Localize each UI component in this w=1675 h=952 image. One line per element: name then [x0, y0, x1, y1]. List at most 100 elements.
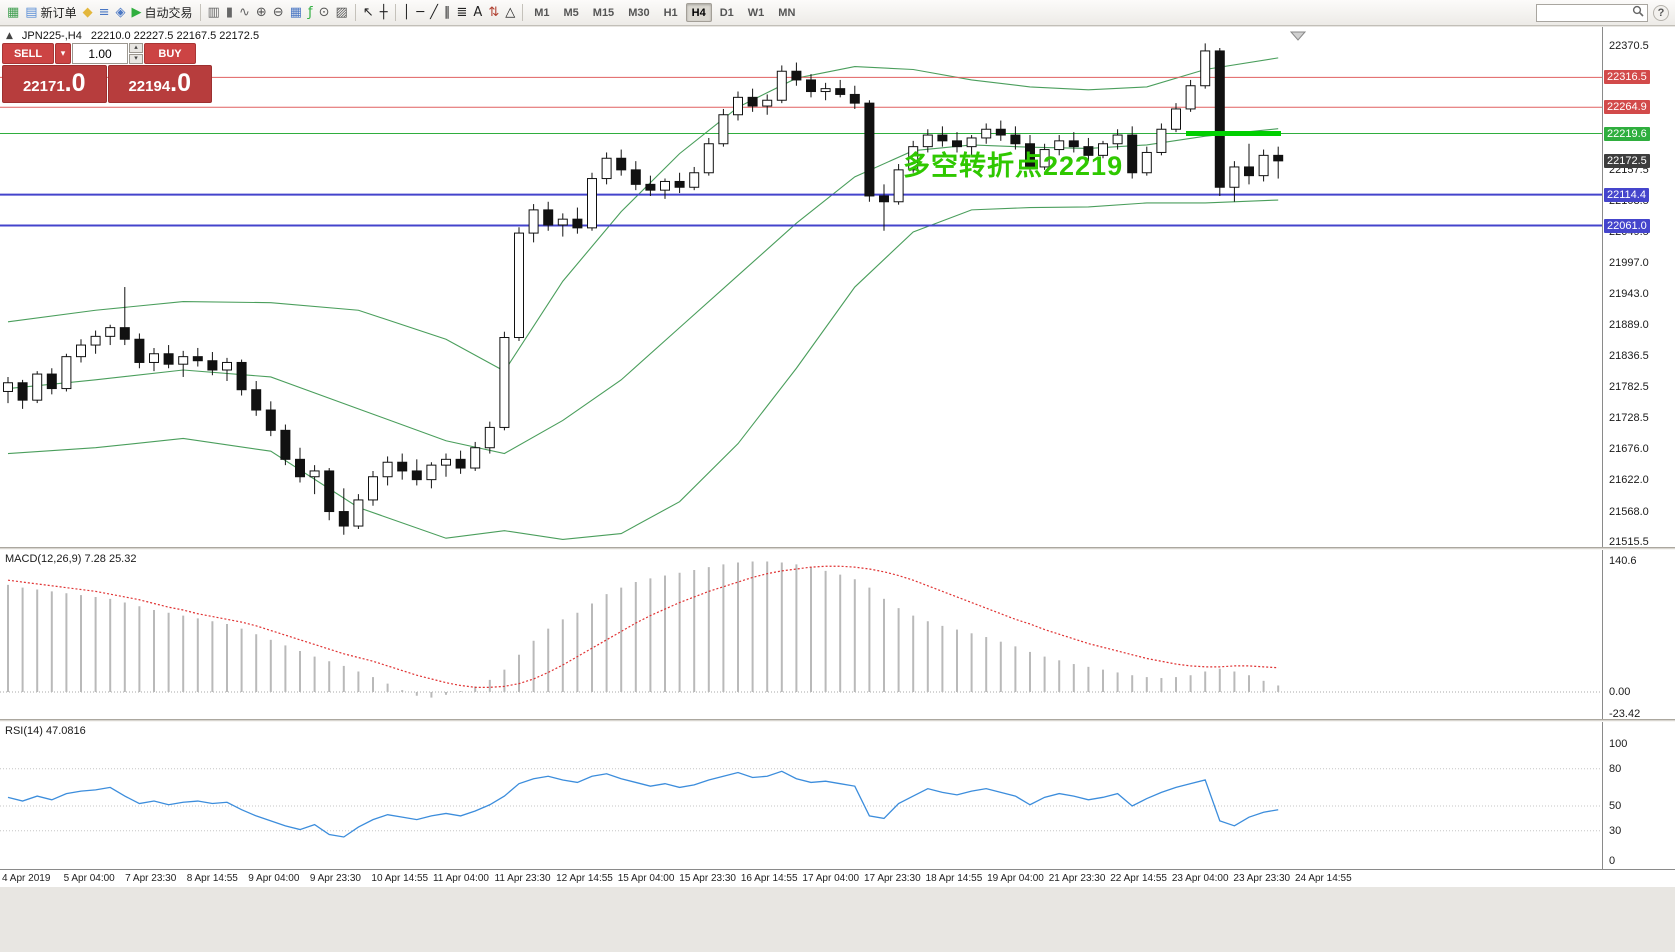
vertical-line-button[interactable]: │ — [400, 3, 414, 23]
text-button[interactable]: A — [470, 3, 485, 23]
zoom-in-icon: ⊕ — [255, 5, 267, 20]
macd-axis-label: 0.00 — [1609, 686, 1631, 698]
line-chart-icon: ∿ — [238, 5, 250, 20]
sell-price-main: 22171 — [22, 78, 65, 95]
text-icon: A — [473, 5, 483, 20]
new-order-button[interactable]: ▤ 新订单 — [22, 3, 79, 23]
indicators-button[interactable]: ƒ — [305, 3, 316, 23]
vertical-line-icon: │ — [402, 5, 411, 20]
fibonacci-button[interactable]: ≣ — [454, 3, 471, 23]
timeframe-m1[interactable]: M1 — [534, 6, 550, 19]
chart-profiles-icon: ◆ — [82, 5, 93, 20]
rsi-axis[interactable]: 100 80 50 30 0 — [1602, 722, 1675, 869]
arrows-button[interactable]: ⇅ — [485, 3, 502, 23]
templates-button[interactable]: ▨ — [332, 3, 350, 23]
buy-button[interactable]: BUY — [144, 43, 196, 64]
order-dropdown-icon[interactable]: ▾ — [55, 43, 71, 64]
horizontal-line-button[interactable]: ─ — [413, 3, 427, 23]
panel-separator[interactable] — [0, 719, 1675, 722]
volume-down-icon[interactable]: ▾ — [129, 54, 143, 64]
cursor-button[interactable]: ↖ — [360, 3, 377, 23]
time-axis-label: 12 Apr 14:55 — [556, 873, 613, 884]
panel-separator[interactable] — [0, 547, 1675, 550]
volume-input[interactable] — [72, 43, 128, 64]
timeframe-m15[interactable]: M15 — [592, 6, 615, 19]
rsi-axis-label: 30 — [1609, 824, 1622, 837]
chart-symbol-period: JPN225-,H4 — [21, 30, 82, 42]
macd-axis-label: 140.6 — [1609, 555, 1637, 567]
time-axis-label: 15 Apr 04:00 — [617, 873, 675, 884]
timeframe-h1[interactable]: H1 — [663, 6, 678, 19]
sell-button[interactable]: SELL — [2, 43, 54, 64]
bar-chart-button[interactable]: ▥ — [205, 3, 223, 23]
channel-button[interactable]: ∥ — [441, 3, 454, 23]
main-chart-canvas[interactable] — [0, 27, 1602, 547]
rsi-canvas[interactable] — [0, 722, 1602, 869]
candlestick-chart-icon: ▮ — [225, 5, 233, 20]
candlestick-chart-button[interactable]: ▮ — [223, 3, 236, 23]
macd-canvas[interactable] — [0, 550, 1602, 719]
macd-axis[interactable]: 140.6 0.00 -23.42 — [1602, 550, 1675, 720]
toolbar-separator — [522, 4, 524, 21]
timeframe-mn[interactable]: MN — [778, 6, 796, 19]
crosshair-button[interactable]: ┼ — [377, 3, 391, 23]
timeframe-h4[interactable]: H4 — [685, 3, 712, 22]
time-axis-label: 9 Apr 04:00 — [248, 873, 300, 884]
autotrading-button-label: 自动交易 — [144, 6, 193, 20]
periods-button[interactable]: ⊙ — [316, 3, 333, 23]
chart-info: ▲ JPN225-,H4 22210.0 22227.5 22167.5 221… — [6, 30, 259, 42]
price-axis-label: 21889.0 — [1609, 319, 1649, 332]
price-level-tag: 22061.0 — [1604, 218, 1650, 233]
sell-price-button[interactable]: 22171 .0 — [2, 65, 107, 103]
price-axis[interactable]: 22370.522157.522103.522049.521997.021943… — [1602, 27, 1675, 548]
navigator-icon: ◈ — [115, 5, 126, 20]
time-axis-label: 11 Apr 23:30 — [494, 873, 551, 884]
shapes-icon: △ — [505, 5, 516, 20]
price-axis-label: 21676.0 — [1609, 442, 1649, 455]
arrows-icon: ⇅ — [488, 5, 500, 20]
time-axis-label: 16 Apr 14:55 — [740, 873, 798, 884]
timeframe-w1[interactable]: W1 — [747, 6, 765, 19]
shapes-button[interactable]: △ — [502, 3, 518, 23]
autotrading-button[interactable]: ▶ 自动交易 — [129, 3, 196, 23]
indicators-icon: ƒ — [308, 5, 313, 20]
search-icon[interactable] — [1632, 4, 1644, 22]
symbol-search-input[interactable] — [1540, 6, 1632, 19]
navigator-button[interactable]: ◈ — [113, 3, 129, 23]
zoom-out-button[interactable]: ⊖ — [270, 3, 287, 23]
zoom-in-button[interactable]: ⊕ — [253, 3, 270, 23]
rsi-axis-label: 100 — [1609, 738, 1628, 750]
rsi-name: RSI(14) — [5, 725, 43, 737]
line-chart-button[interactable]: ∿ — [236, 3, 253, 23]
volume-up-icon[interactable]: ▴ — [129, 43, 143, 53]
app-button[interactable]: ▦ — [4, 3, 22, 23]
time-axis-label: 17 Apr 04:00 — [802, 873, 860, 884]
time-axis-label: 18 Apr 14:55 — [925, 873, 983, 884]
price-axis-label: 21997.0 — [1609, 256, 1649, 269]
tile-windows-button[interactable]: ▦ — [287, 3, 305, 23]
symbol-search — [1536, 3, 1648, 22]
time-axis-label: 10 Apr 14:55 — [371, 873, 429, 884]
new-order-icon: ▤ — [25, 5, 38, 20]
chart-profiles-button[interactable]: ◆ — [80, 3, 96, 23]
macd-values: 7.28 25.32 — [84, 553, 137, 565]
macd-label: MACD(12,26,9) 7.28 25.32 — [5, 553, 136, 565]
oct-toggle-icon[interactable]: ▲ — [6, 31, 13, 41]
timeframe-d1[interactable]: D1 — [719, 6, 734, 19]
toolbar-separator — [354, 4, 356, 21]
buy-price-button[interactable]: 22194 .0 — [107, 65, 212, 103]
rsi-label: RSI(14) 47.0816 — [5, 725, 86, 737]
time-axis-label: 11 Apr 04:00 — [432, 873, 489, 884]
toolbar-separator — [199, 4, 201, 21]
time-axis[interactable]: 4 Apr 2019 5 Apr 04:00 7 Apr 23:30 8 Apr 14… — [0, 869, 1675, 887]
timeframe-m5[interactable]: M5 — [563, 6, 579, 19]
timeframe-m30[interactable]: M30 — [628, 6, 650, 19]
trendline-button[interactable]: ╱ — [427, 3, 441, 23]
price-axis-label: 21782.5 — [1609, 381, 1649, 394]
rsi-axis-label: 0 — [1609, 855, 1616, 867]
rsi-axis-label: 50 — [1609, 800, 1622, 812]
help-icon[interactable]: ? — [1653, 4, 1669, 21]
new-order-button-label: 新订单 — [40, 6, 77, 20]
market-watch-button[interactable]: ≡ — [96, 3, 113, 23]
time-axis-label: 23 Apr 23:30 — [1233, 873, 1291, 884]
